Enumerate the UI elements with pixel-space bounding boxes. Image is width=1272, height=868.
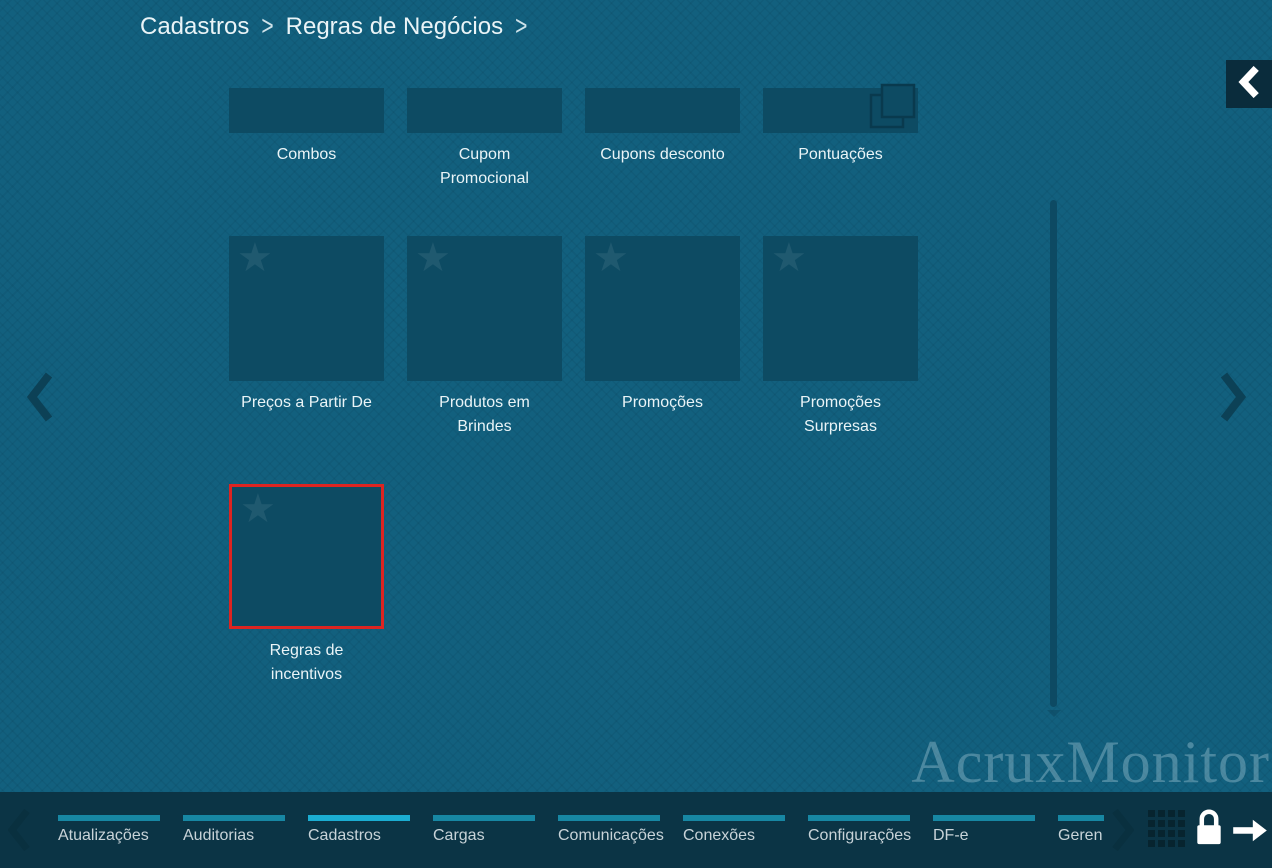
tab-cadastros[interactable]: Cadastros [308, 792, 410, 868]
tile-label: Preços a Partir De [241, 394, 372, 411]
tab-accent-bar [808, 815, 910, 821]
tab-df-e[interactable]: DF-e [933, 792, 1035, 868]
tile-label: Promoções Surpresas [800, 394, 881, 435]
star-icon: ★ [771, 236, 807, 280]
tab-accent-bar [58, 815, 160, 821]
tab-accent-bar [1058, 815, 1104, 821]
carousel-previous-button[interactable] [27, 372, 53, 422]
app-watermark: AcruxMonitor [911, 729, 1270, 795]
breadcrumb-separator-icon: > [261, 11, 274, 42]
chevron-left-icon [1238, 65, 1260, 103]
tabs-scroll-right-button[interactable] [1112, 808, 1135, 857]
tile-label: Regras de incentivos [269, 642, 344, 683]
star-icon: ★ [237, 236, 273, 280]
vertical-scrollbar-thumb[interactable] [1050, 200, 1057, 707]
tile-cupom-promocional[interactable] [407, 88, 562, 133]
chevron-right-icon [1220, 372, 1246, 422]
tab-configuracoes[interactable]: Configurações [808, 792, 912, 868]
tab-label: Configurações [808, 827, 912, 844]
apps-grid-button[interactable] [1148, 810, 1185, 847]
tab-accent-bar [183, 815, 285, 821]
chevron-left-icon [27, 372, 53, 422]
tile-row-1: Combos Cupom Promocional Cupons desconto… [229, 83, 918, 191]
tile-row-3: ★ Regras de incentivos [229, 484, 384, 687]
carousel-next-button[interactable] [1220, 372, 1246, 422]
tab-strip: Atualizações Auditorias Cadastros Cargas… [58, 792, 1104, 868]
lock-icon [1197, 809, 1221, 845]
tab-accent-bar [933, 815, 1035, 821]
tab-comunicacoes[interactable]: Comunicações [558, 792, 664, 868]
tile-regras-de-incentivos[interactable]: ★ [229, 484, 384, 629]
tile-combos[interactable] [229, 88, 384, 133]
tile-label: Cupons desconto [600, 146, 725, 163]
tile-promocoes-surpresas[interactable]: ★ [763, 236, 918, 381]
star-icon: ★ [593, 236, 629, 280]
tile-cupons-desconto[interactable] [585, 88, 740, 133]
tab-label: Geren [1058, 827, 1103, 844]
breadcrumb-separator-icon: > [515, 11, 528, 42]
tab-label: Auditorias [183, 827, 255, 844]
tab-atualizacoes[interactable]: Atualizações [58, 792, 160, 868]
tab-label: Cadastros [308, 827, 381, 844]
lock-button[interactable] [1191, 806, 1227, 848]
tab-label: Cargas [433, 827, 485, 844]
tab-conexoes[interactable]: Conexões [683, 792, 785, 868]
tab-accent-bar [683, 815, 785, 821]
tab-label: Atualizações [58, 827, 149, 844]
tab-accent-bar [433, 815, 535, 821]
star-icon: ★ [415, 236, 451, 280]
tile-row-2: ★ Preços a Partir De ★ Produtos em Brind… [229, 236, 918, 439]
tab-accent-bar [558, 815, 660, 821]
next-arrow-button[interactable] [1231, 816, 1269, 844]
tile-label: Produtos em Brindes [439, 394, 530, 435]
collapse-panel-button[interactable] [1226, 60, 1272, 108]
tab-gerenciamento-clipped[interactable]: Geren [1058, 792, 1104, 868]
tile-produtos-em-brindes[interactable]: ★ [407, 236, 562, 381]
tile-precos-a-partir-de[interactable]: ★ [229, 236, 384, 381]
tab-label: Conexões [683, 827, 756, 844]
tabs-scroll-left-button[interactable] [7, 808, 30, 857]
tab-label: Comunicações [558, 827, 664, 844]
tile-label: Combos [276, 146, 337, 163]
breadcrumb-item-regras-de-negocios[interactable]: Regras de Negócios [285, 13, 504, 40]
apps-grid-icon [1148, 810, 1185, 847]
tab-accent-bar [308, 815, 410, 821]
tab-cargas[interactable]: Cargas [433, 792, 535, 868]
tile-label: Promoções [622, 394, 703, 411]
tile-label: Pontuações [798, 146, 883, 163]
scroll-down-icon [1047, 710, 1061, 717]
arrow-right-icon [1233, 819, 1267, 842]
tile-promocoes[interactable]: ★ [585, 236, 740, 381]
tab-label: DF-e [933, 827, 969, 844]
overlapping-squares-icon [868, 82, 918, 132]
breadcrumb-item-cadastros[interactable]: Cadastros [140, 13, 250, 40]
bottom-tab-bar: Atualizações Auditorias Cadastros Cargas… [0, 792, 1272, 868]
tile-label: Cupom Promocional [440, 146, 529, 187]
star-icon: ★ [240, 487, 276, 531]
breadcrumb: Cadastros > Regras de Negócios > [140, 11, 528, 42]
tile-pontuacoes[interactable] [763, 83, 918, 133]
tab-auditorias[interactable]: Auditorias [183, 792, 285, 868]
